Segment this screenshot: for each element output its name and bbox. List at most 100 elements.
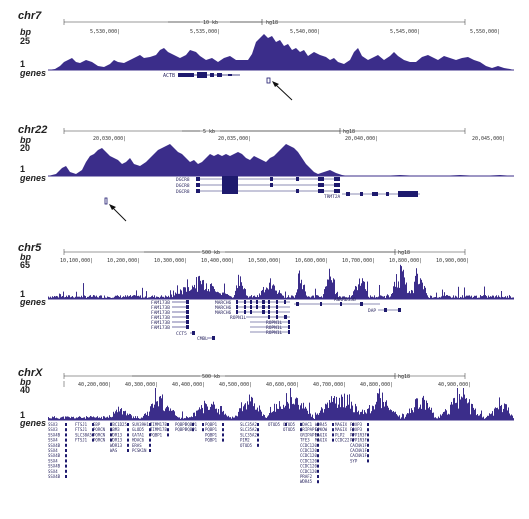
coverage-bar <box>303 285 304 299</box>
coverage-bar <box>467 403 468 420</box>
coverage-bar <box>392 411 393 420</box>
coverage-bar <box>170 408 171 420</box>
coverage-bar <box>328 279 329 299</box>
coverage-bar <box>247 295 248 299</box>
coverage-bar <box>278 292 279 299</box>
coverage-bar <box>72 417 73 420</box>
coverage-bar <box>139 418 140 420</box>
coverage-bar <box>82 297 83 299</box>
gene-exon <box>65 438 67 442</box>
scale-text: 500 kb <box>202 374 220 380</box>
coverage-bar <box>150 297 151 299</box>
coverage-bar <box>147 297 148 299</box>
coverage-bar <box>429 406 430 420</box>
gene-label: TFE3 <box>300 438 310 443</box>
coverage-bar <box>380 398 381 420</box>
coverage-bar <box>211 283 212 299</box>
coverage-bar <box>466 295 467 299</box>
coverage-bar <box>483 295 484 299</box>
coverage-bar <box>469 295 470 299</box>
coverage-bar <box>71 296 72 299</box>
gene-exon <box>222 428 224 432</box>
coverage-bar <box>510 415 511 420</box>
coverage-bar <box>479 415 480 420</box>
gene-label: DGCR8 <box>176 189 190 195</box>
coverage-bar <box>115 411 116 420</box>
coverage-bar <box>444 292 445 299</box>
coverage-bar <box>163 296 164 299</box>
gene-exon <box>317 433 319 437</box>
coverage-bar <box>422 282 423 299</box>
coverage-bar <box>410 413 411 420</box>
ticks: 40,200,000| 40,300,000| 40,400,000| 40,5… <box>78 382 471 388</box>
coverage-bar <box>293 296 294 299</box>
coverage-bar <box>338 404 339 420</box>
coverage-bar <box>387 405 388 420</box>
coverage-bar <box>474 295 475 299</box>
coverage-bar <box>187 279 188 299</box>
max-label: 65 <box>20 260 31 270</box>
coverage-bar <box>170 290 171 299</box>
coverage-bar <box>462 397 463 420</box>
coverage-bar <box>110 297 111 299</box>
coverage-bar <box>174 411 175 420</box>
tick-label: 10,500,000| <box>248 258 281 264</box>
coverage-bar <box>307 410 308 420</box>
coverage-bar <box>383 401 384 420</box>
assembly-text: hg18 <box>398 250 410 256</box>
coverage-bar <box>381 408 382 420</box>
coverage-bar <box>200 280 201 299</box>
coverage-bar <box>243 406 244 420</box>
coverage-bar <box>157 296 158 299</box>
gene-exon <box>202 428 204 432</box>
coverage-bar <box>463 297 464 299</box>
coverage-bar <box>452 297 453 299</box>
coverage-bar <box>424 399 425 420</box>
gene-label: PLP2 <box>335 432 345 437</box>
coverage-bar <box>150 406 151 420</box>
coverage-bar <box>62 295 63 299</box>
coverage-bar <box>268 289 269 299</box>
assembly-text: hg18 <box>266 20 278 26</box>
coverage-bar <box>165 295 166 299</box>
coverage-bar <box>114 413 115 420</box>
coverage-bar <box>219 414 220 420</box>
coverage-bar <box>360 285 361 299</box>
coverage-bar <box>468 295 469 299</box>
coverage-bar <box>172 297 173 299</box>
coverage-bar <box>454 397 455 420</box>
coverage-bar <box>181 290 182 299</box>
coverage-bar <box>279 290 280 299</box>
coverage-bar <box>323 294 324 299</box>
coverage-bar <box>451 401 452 420</box>
coverage-bar <box>348 297 349 299</box>
coverage-bar <box>145 296 146 299</box>
coverage-bar <box>260 409 261 420</box>
coverage-bar <box>324 409 325 420</box>
tick-label: 40,800,000| <box>360 382 393 388</box>
gene-label: SSX4 <box>48 458 58 463</box>
coverage-bar <box>54 416 55 420</box>
coverage-bar <box>85 418 86 420</box>
coverage-bar <box>166 296 167 299</box>
coverage-bar <box>131 296 132 299</box>
coverage-bar <box>396 414 397 420</box>
coverage-bar <box>57 296 58 299</box>
coverage-bar <box>137 296 138 299</box>
coverage-bar <box>477 414 478 420</box>
coverage-bar <box>104 416 105 420</box>
coverage-bar <box>57 418 58 420</box>
coverage-bar <box>485 295 486 299</box>
coverage-bar <box>315 288 316 299</box>
coverage-bar <box>113 411 114 420</box>
coverage-bar <box>60 294 61 299</box>
coverage-bar <box>428 297 429 299</box>
coverage-bar <box>232 416 233 420</box>
coverage-bar <box>164 297 165 299</box>
coverage-bar <box>364 410 365 420</box>
coverage-bar <box>315 412 316 420</box>
coverage-bar <box>271 412 272 420</box>
gene-label: ROPN1L <box>230 315 247 321</box>
coverage-bar <box>226 415 227 420</box>
bp-label: bp <box>20 135 31 145</box>
